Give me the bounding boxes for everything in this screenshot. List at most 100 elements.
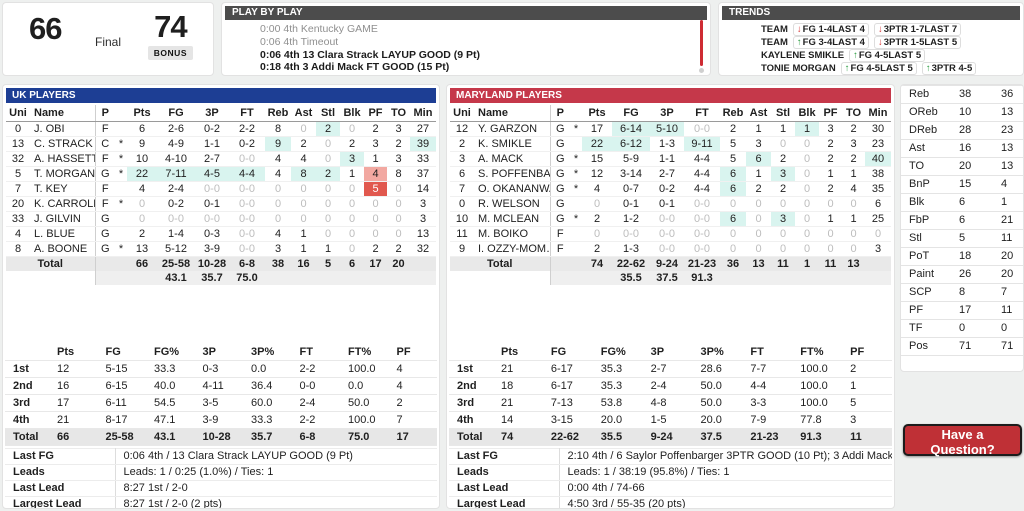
stat-cell: 0-1 bbox=[650, 196, 684, 212]
stat-cell: 4 bbox=[265, 226, 291, 242]
stat-cell: 0 bbox=[316, 181, 340, 197]
comparison-away-value: 11 bbox=[993, 229, 1023, 248]
scrollbar-thumb[interactable] bbox=[700, 20, 703, 66]
starter-mark: * bbox=[570, 181, 582, 197]
pct-cell bbox=[115, 271, 127, 285]
quarter-cell: 53.8 bbox=[592, 394, 643, 412]
quarter-column-header: FT% bbox=[340, 344, 389, 361]
player-row: 4 L. BLUE G 2 1-4 0-3 0-0 4 1 0 0 0 0 13 bbox=[6, 226, 436, 242]
starter-mark: * bbox=[570, 211, 582, 227]
trend-chip: ↑ FG 3-4LAST 4 bbox=[792, 36, 869, 49]
stat-cell: 6 bbox=[720, 166, 746, 182]
stat-cell: 1-3 bbox=[612, 241, 650, 257]
comparison-away-value: 13 bbox=[993, 139, 1023, 158]
stat-cell: 2 bbox=[387, 136, 410, 152]
stat-cell: 5-10 bbox=[650, 121, 684, 137]
away-score-block: 74 BONUS bbox=[147, 11, 193, 60]
play-by-play-list: 0:00 4th Kentucky GAME 0:06 4th Timeout 0:… bbox=[222, 23, 710, 75]
trend-chip: ↓ FG 1-4LAST 4 bbox=[792, 23, 869, 36]
trend-up-icon: ↑ bbox=[796, 37, 802, 48]
starter-mark bbox=[115, 211, 127, 227]
trend-row: TEAM ↓ FG 1-4LAST 4 ↓ 3PTR 1-7LAST 7 bbox=[719, 23, 1023, 36]
quarter-cell: 4-11 bbox=[194, 377, 243, 395]
have-a-question-button[interactable]: Have a Question? bbox=[903, 424, 1022, 457]
maryland-game-info-table: Last FG 2:10 4th / 6 Saylor Poffenbarger … bbox=[449, 448, 892, 508]
stat-cell: 6 bbox=[746, 151, 771, 167]
quarter-column-header: PF bbox=[842, 344, 892, 361]
stat-cell: 2 bbox=[291, 136, 316, 152]
quarter-cell: 10-28 bbox=[194, 428, 243, 446]
stat-cell: 0 bbox=[291, 196, 316, 212]
comparison-home-value: 38 bbox=[951, 85, 993, 104]
quarter-column-header: PF bbox=[388, 344, 437, 361]
quarter-cell: 3rd bbox=[449, 394, 493, 412]
quarter-cell: 20.0 bbox=[692, 411, 743, 429]
stat-cell: 0 bbox=[746, 196, 771, 212]
player-row: 10 M. MCLEAN G * 2 1-2 0-0 0-0 6 0 3 0 1 1 25 bbox=[450, 211, 891, 227]
comparison-row: Ast 16 13 bbox=[901, 139, 1023, 158]
quarter-row: Total 74 22-62 35.5 9-24 37.5 21-23 91.3 11 bbox=[449, 428, 892, 446]
comparison-home-value: 16 bbox=[951, 139, 993, 158]
stat-cell: 0 bbox=[340, 241, 364, 257]
stat-cell: 2 bbox=[746, 181, 771, 197]
stat-cell: 8 bbox=[291, 166, 316, 182]
stat-cell: 0 bbox=[316, 136, 340, 152]
box-column-header: FG bbox=[612, 105, 650, 122]
quarter-cell: 8-17 bbox=[97, 411, 146, 429]
trend-up-icon: ↑ bbox=[925, 63, 931, 74]
stat-cell: 1-2 bbox=[612, 211, 650, 227]
total-cell bbox=[410, 256, 436, 271]
stat-cell: 4 bbox=[265, 166, 291, 182]
player-uni: 20 bbox=[6, 196, 30, 212]
pct-cell bbox=[549, 271, 570, 285]
stat-cell: 3 bbox=[387, 121, 410, 137]
stat-cell: 5-12 bbox=[157, 241, 195, 257]
quarter-cell: 2-4 bbox=[642, 377, 693, 395]
total-label: Total bbox=[450, 256, 550, 271]
quarter-column-header: 3P% bbox=[243, 344, 292, 361]
starter-mark: * bbox=[570, 151, 582, 167]
stat-cell: 4-4 bbox=[229, 166, 265, 182]
total-cell: 13 bbox=[842, 256, 865, 271]
stat-cell: 0 bbox=[771, 241, 795, 257]
quarter-cell: 18 bbox=[493, 377, 543, 395]
info-label: Last FG bbox=[5, 448, 116, 465]
info-value: 0:00 4th / 74-66 bbox=[559, 480, 892, 497]
quarter-cell: 0.0 bbox=[243, 360, 292, 378]
stat-cell: 0-0 bbox=[650, 226, 684, 242]
stat-cell: 0 bbox=[316, 211, 340, 227]
stat-cell: 4-9 bbox=[157, 136, 195, 152]
stat-cell: 0 bbox=[387, 196, 410, 212]
box-column-header: 3P bbox=[195, 105, 229, 122]
quarter-cell: 100.0 bbox=[792, 377, 843, 395]
quarter-cell: 1st bbox=[5, 360, 49, 378]
starter-mark bbox=[570, 196, 582, 212]
player-row: 0 R. WELSON G 0 0-1 0-1 0-0 0 0 0 0 0 0 6 bbox=[450, 196, 891, 212]
stat-cell: 0 bbox=[127, 196, 157, 212]
total-row: Total 66 25-58 10-28 6-8 38 16 5 6 17 20 bbox=[6, 256, 436, 271]
stat-cell: 0 bbox=[364, 211, 387, 227]
trend-chip-text: FG 4-5LAST 5 bbox=[858, 50, 922, 61]
total-cell: 22-62 bbox=[612, 256, 650, 271]
quarter-cell: 2-2 bbox=[291, 411, 340, 429]
stat-cell: 33 bbox=[410, 151, 436, 167]
stat-cell: 22 bbox=[582, 136, 612, 152]
quarter-cell: 4 bbox=[388, 377, 437, 395]
comparison-home-value: 20 bbox=[951, 157, 993, 176]
stat-cell: 0 bbox=[795, 226, 819, 242]
quarter-cell: 5-15 bbox=[97, 360, 146, 378]
stat-cell: 27 bbox=[410, 121, 436, 137]
starter-mark: * bbox=[115, 196, 127, 212]
percentages-row: 43.1 35.7 75.0 bbox=[6, 271, 436, 285]
stat-cell: 6 bbox=[720, 181, 746, 197]
stat-cell: 0 bbox=[340, 226, 364, 242]
score-panel: 66 Final 74 BONUS bbox=[2, 2, 214, 76]
box-column-header: Name bbox=[30, 105, 95, 122]
quarter-cell: 100.0 bbox=[792, 394, 843, 412]
quarter-cell: 1-5 bbox=[642, 411, 693, 429]
player-position: F bbox=[549, 226, 570, 242]
comparison-stat-label: TF bbox=[901, 319, 951, 338]
info-row: Leads Leads: 1 / 0:25 (1.0%) / Ties: 1 bbox=[5, 464, 437, 481]
stat-cell: 2-7 bbox=[650, 166, 684, 182]
stat-cell: 12 bbox=[582, 166, 612, 182]
